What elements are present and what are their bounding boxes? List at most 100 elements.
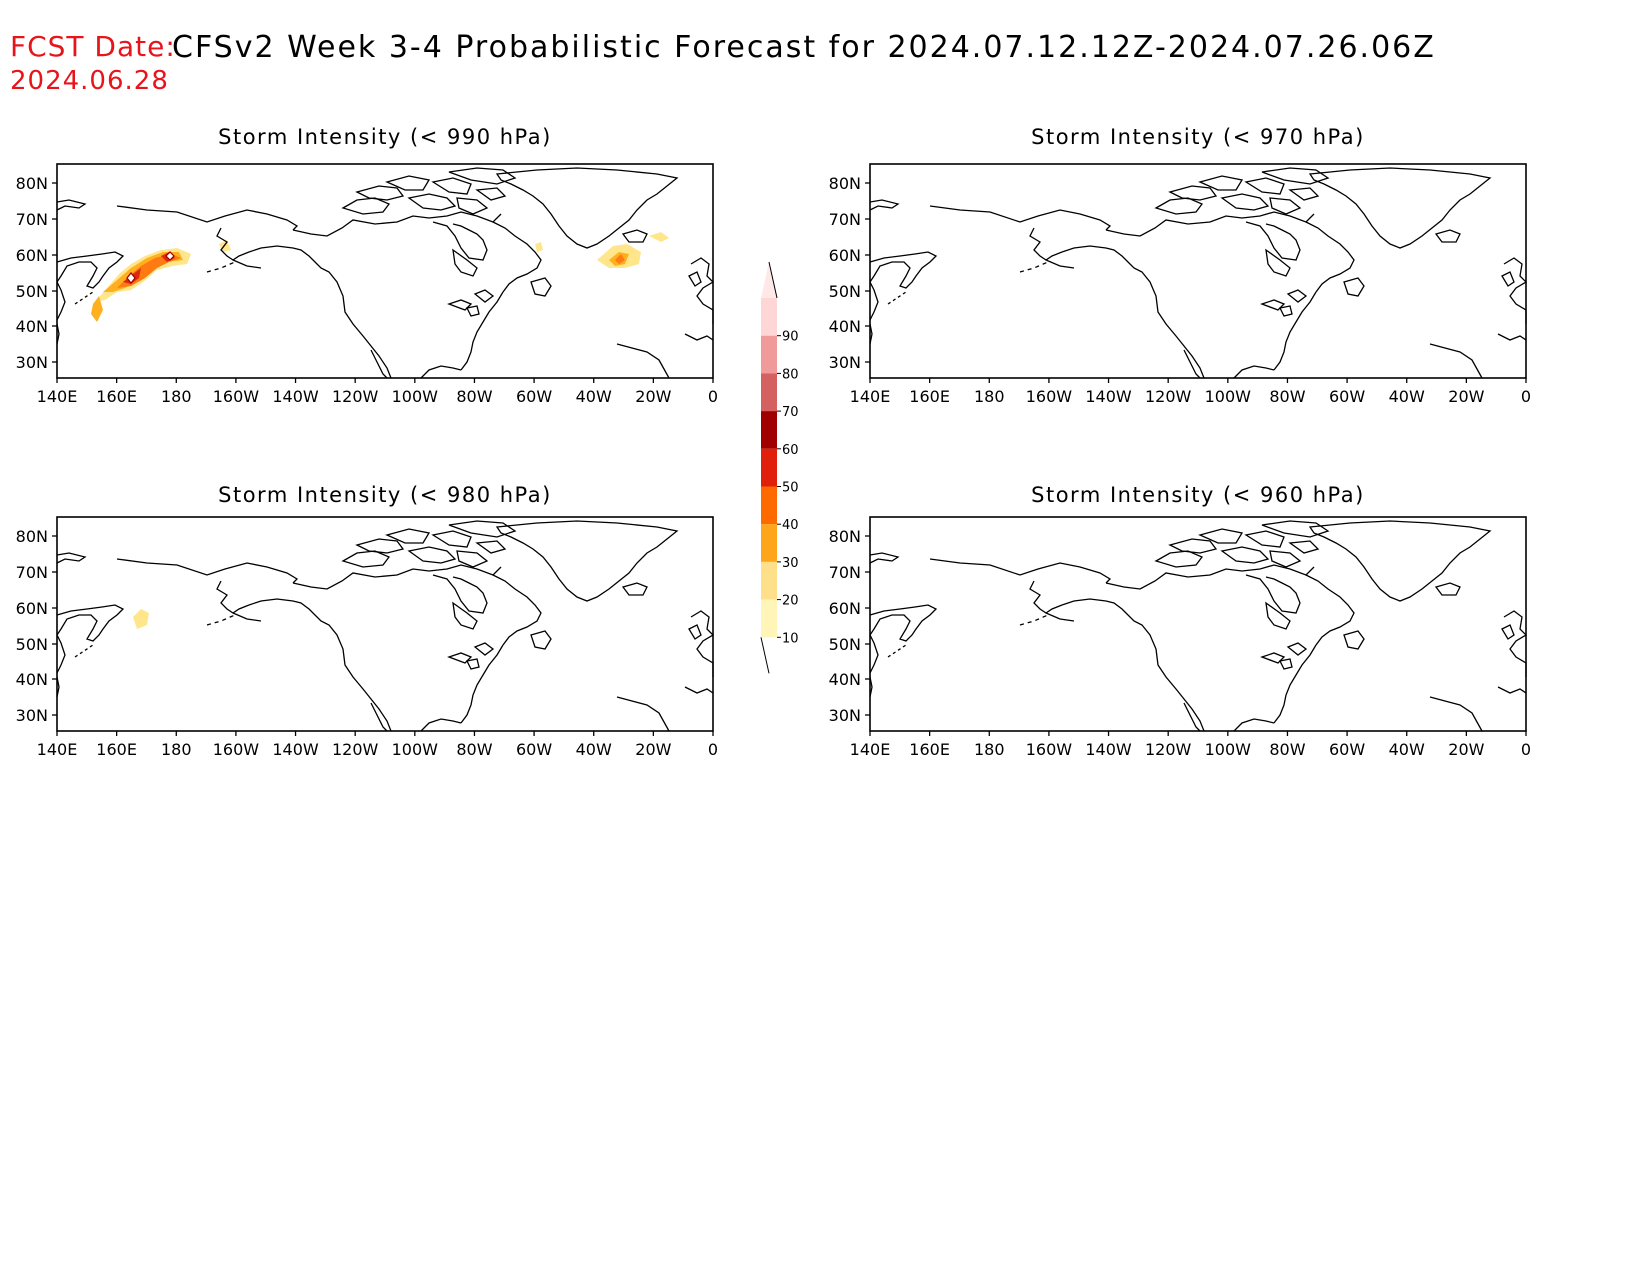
colorbar-segment [761, 298, 777, 336]
lon-tick-label: 80W [1269, 740, 1305, 759]
lon-tick-label: 100W [1205, 387, 1252, 406]
lat-tick-label: 40N [829, 670, 861, 689]
lon-tick-label: 0 [1521, 387, 1531, 406]
colorbar-label: 80 [782, 367, 799, 382]
lat-tick-label: 70N [16, 563, 48, 582]
lon-tick-label: 140W [272, 387, 319, 406]
map-frame [869, 163, 1527, 379]
lon-tick-label: 140E [850, 387, 891, 406]
longitude-axis: 140E 160E 180 160W 140W 120W 100W 80W 60W 40W 20W 0 [850, 731, 1531, 759]
lat-tick-label: 30N [16, 706, 48, 725]
lat-tick-label: 40N [16, 670, 48, 689]
latitude-axis: 80N 70N 60N 50N 40N 30N [829, 174, 870, 372]
forecast-date-label: FCST Date: [10, 30, 176, 63]
lon-tick-label: 140E [37, 387, 78, 406]
lon-tick-label: 40W [576, 740, 612, 759]
colorbar-segment [761, 373, 777, 412]
lon-tick-label: 20W [1448, 740, 1484, 759]
lon-tick-label: 80W [1269, 387, 1305, 406]
colorbar-over-triangle [761, 262, 777, 298]
lon-tick-label: 140W [1085, 387, 1132, 406]
lon-tick-label: 180 [974, 740, 1005, 759]
panel-title: Storm Intensity (< 980 hPa) [218, 483, 552, 507]
coastline [56, 520, 714, 732]
panel-title: Storm Intensity (< 970 hPa) [1031, 125, 1365, 149]
lon-tick-label: 180 [974, 387, 1005, 406]
lon-tick-label: 20W [635, 387, 671, 406]
lon-tick-label: 180 [161, 740, 192, 759]
colorbar-segment [761, 599, 777, 638]
lat-tick-label: 80N [829, 527, 861, 546]
lon-tick-label: 0 [708, 387, 718, 406]
colorbar-label: 10 [782, 631, 799, 646]
lon-tick-label: 20W [635, 740, 671, 759]
lon-tick-label: 120W [332, 387, 379, 406]
latitude-axis: 80N 70N 60N 50N 40N 30N [16, 174, 57, 372]
lon-tick-label: 0 [1521, 740, 1531, 759]
coastline [869, 167, 1527, 379]
lon-tick-label: 40W [1389, 740, 1425, 759]
forecast-date-value: 2024.06.28 [10, 66, 169, 96]
probability-area [133, 609, 149, 629]
lat-tick-label: 70N [829, 210, 861, 229]
colorbar-label: 70 [782, 405, 799, 420]
lat-tick-label: 70N [16, 210, 48, 229]
lon-tick-label: 80W [456, 740, 492, 759]
probability-area [91, 296, 103, 322]
colorbar-label: 40 [782, 518, 799, 533]
lon-tick-label: 0 [708, 740, 718, 759]
lat-tick-label: 30N [16, 353, 48, 372]
lat-tick-label: 50N [16, 282, 48, 301]
panel-storm-960: Storm Intensity (< 960 hPa) 140E 160E 180 1… [829, 483, 1531, 759]
map-frame [56, 516, 714, 732]
panel-title: Storm Intensity (< 960 hPa) [1031, 483, 1365, 507]
colorbar-label: 20 [782, 594, 799, 609]
lat-tick-label: 80N [16, 174, 48, 193]
lat-tick-label: 60N [16, 246, 48, 265]
colorbar-segment [761, 524, 777, 562]
lon-tick-label: 20W [1448, 387, 1484, 406]
lon-tick-label: 40W [1389, 387, 1425, 406]
lon-tick-label: 160W [213, 387, 260, 406]
lon-tick-label: 160E [909, 740, 950, 759]
longitude-axis: 140E 160E 180 160W 140W 120W 100W 80W 60W 40W 20W 0 [37, 731, 718, 759]
probability-shading [91, 232, 669, 322]
map-frame [56, 163, 714, 379]
lon-tick-label: 140E [37, 740, 78, 759]
latitude-axis: 80N 70N 60N 50N 40N 30N [829, 527, 870, 725]
lon-tick-label: 60W [1329, 387, 1365, 406]
colorbar-segment [761, 486, 777, 525]
lon-tick-label: 100W [392, 387, 439, 406]
lon-tick-label: 60W [516, 740, 552, 759]
latitude-axis: 80N 70N 60N 50N 40N 30N [16, 527, 57, 725]
colorbar-segment [761, 335, 777, 374]
lon-tick-label: 160E [909, 387, 950, 406]
lon-tick-label: 80W [456, 387, 492, 406]
lat-tick-label: 30N [829, 706, 861, 725]
lon-tick-label: 140E [850, 740, 891, 759]
colorbar-triangle-edge [768, 261, 778, 299]
panel-storm-970: Storm Intensity (< 970 hPa) 140E 160E 180 1… [829, 125, 1531, 406]
colorbar: 10 20 30 40 50 60 70 80 90 [760, 261, 799, 674]
lat-tick-label: 60N [829, 246, 861, 265]
lon-tick-label: 40W [576, 387, 612, 406]
lat-tick-label: 30N [829, 353, 861, 372]
coastline [869, 520, 1527, 732]
colorbar-segment [761, 411, 777, 449]
lat-tick-label: 50N [829, 282, 861, 301]
colorbar-label: 50 [782, 481, 799, 496]
lon-tick-label: 160E [96, 740, 137, 759]
lon-tick-label: 160W [1026, 740, 1073, 759]
longitude-axis: 140E 160E 180 160W 140W 120W 100W 80W 60W 40W 20W 0 [37, 378, 718, 406]
lat-tick-label: 70N [829, 563, 861, 582]
lon-tick-label: 120W [1145, 387, 1192, 406]
lon-tick-label: 140W [272, 740, 319, 759]
coastline [56, 167, 714, 379]
max-marker [165, 251, 175, 261]
lon-tick-label: 180 [161, 387, 192, 406]
lon-tick-label: 160E [96, 387, 137, 406]
lon-tick-label: 160W [1026, 387, 1073, 406]
lat-tick-label: 60N [16, 599, 48, 618]
probability-area [615, 254, 625, 264]
